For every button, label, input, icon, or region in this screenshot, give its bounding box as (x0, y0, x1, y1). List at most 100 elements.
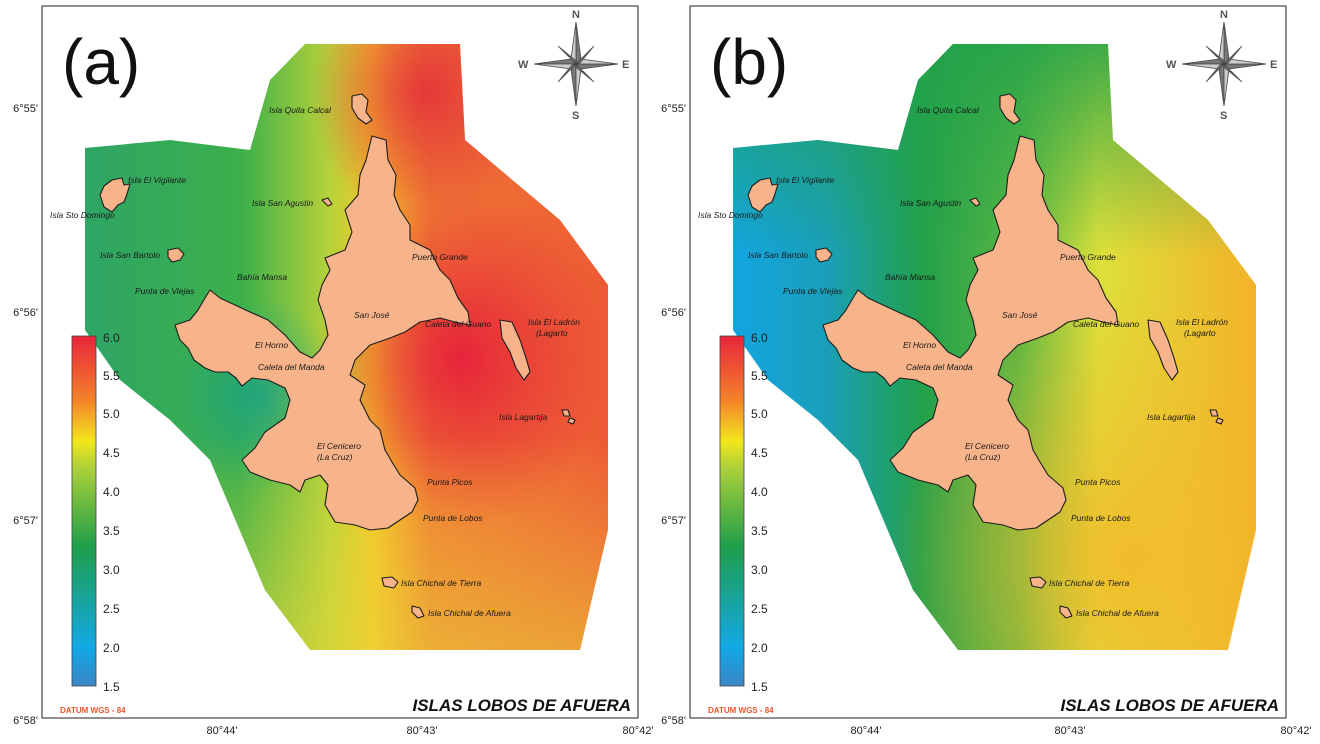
legend-tick: 4.5 (751, 446, 768, 460)
compass-e: E (1270, 59, 1277, 71)
color-legend: 6.0 5.5 5.0 4.5 4.0 3.5 3.0 2.5 2.0 1.5 (719, 331, 768, 694)
legend-tick: 3.0 (751, 563, 768, 577)
island-quita-calcal (999, 93, 1021, 125)
legend-tick: 1.5 (103, 680, 120, 694)
place-label: Isla El Ladrón (528, 317, 580, 327)
island-chichal-afuera (411, 605, 425, 619)
island-san-bartolo (815, 247, 833, 263)
lon-label: 80°42' (1281, 725, 1312, 737)
legend-tick: 4.0 (751, 485, 768, 499)
place-label: Punta Picos (427, 477, 473, 487)
lon-axis: 80°44' 80°43' 80°42' (851, 725, 1312, 737)
place-label: Caleta del Manda (906, 362, 973, 372)
island-lagartija (1209, 409, 1224, 425)
datum-label: DATUM WGS - 84 (708, 706, 774, 715)
legend-ticks: 6.0 5.5 5.0 4.5 4.0 3.5 3.0 2.5 2.0 1.5 (751, 331, 768, 694)
place-labels: Isla Quita Calcal Isla El Vigilante Isla… (50, 105, 580, 618)
island-chichal-afuera (1059, 605, 1073, 619)
legend-tick: 3.5 (751, 524, 768, 538)
map-title: ISLAS LOBOS DE AFUERA (413, 696, 632, 715)
panel-frame (41, 5, 639, 719)
lon-label: 80°44' (851, 725, 882, 737)
compass-s: S (1220, 110, 1227, 122)
place-label: Isla San Agustin (252, 198, 313, 208)
panel-a: Isla Quita Calcal Isla El Vigilante Isla… (13, 5, 654, 737)
place-label: Caleta del Manda (258, 362, 325, 372)
lon-label: 80°43' (1055, 725, 1086, 737)
place-label: Isla Sto Domingo (50, 210, 115, 220)
panel-letter: (a) (62, 26, 140, 98)
compass-n: N (572, 9, 580, 21)
place-label: Isla Quita Calcal (269, 105, 332, 115)
island-ladron (499, 319, 531, 381)
compass-rose-icon: N S E W (1166, 9, 1277, 122)
lat-label: 6°56' (13, 307, 38, 319)
island-chichal-tierra (381, 576, 399, 589)
lat-label: 6°57' (661, 515, 686, 527)
place-label: El Cenicero (317, 441, 361, 451)
island-san-agustin (969, 197, 981, 207)
island-vigilante (99, 177, 131, 213)
place-label: San José (354, 310, 390, 320)
legend-tick: 5.0 (751, 407, 768, 421)
place-label: Isla Lagartija (499, 412, 547, 422)
place-label: Isla San Agustin (900, 198, 961, 208)
place-label: Punta de Viejas (135, 286, 195, 296)
island-vigilante (747, 177, 779, 213)
place-label: (La Cruz) (317, 452, 353, 462)
panel-frame (689, 5, 1287, 719)
place-label: El Horno (255, 340, 288, 350)
islands (747, 93, 1224, 619)
legend-ticks: 6.0 5.5 5.0 4.5 4.0 3.5 3.0 2.5 2.0 1.5 (103, 331, 120, 694)
lat-label: 6°57' (13, 515, 38, 527)
island-ladron (1147, 319, 1179, 381)
legend-tick: 1.5 (751, 680, 768, 694)
place-label: Isla Chichal de Tierra (401, 578, 482, 588)
place-label: Punta de Lobos (423, 513, 483, 523)
place-label: Bahía Mansa (237, 272, 287, 282)
compass-s: S (572, 110, 579, 122)
place-label: Punta de Viejas (783, 286, 843, 296)
place-label: Isla El Ladrón (1176, 317, 1228, 327)
place-label: Isla Chichal de Afuera (1076, 608, 1159, 618)
place-label: Isla Chichal de Afuera (428, 608, 511, 618)
place-label: Isla San Bartolo (748, 250, 808, 260)
compass-w: W (1166, 59, 1177, 71)
place-label: Isla Lagartija (1147, 412, 1195, 422)
map-title: ISLAS LOBOS DE AFUERA (1061, 696, 1280, 715)
lat-label: 6°58' (13, 715, 38, 727)
lat-label: 6°56' (661, 307, 686, 319)
place-label: (La Cruz) (965, 452, 1001, 462)
legend-tick: 4.0 (103, 485, 120, 499)
place-label: (Lagarto (1184, 328, 1216, 338)
place-label: Caleta del Guano (1073, 319, 1139, 329)
legend-tick: 3.5 (103, 524, 120, 538)
legend-tick: 6.0 (751, 331, 768, 345)
place-label: Punta Picos (1075, 477, 1121, 487)
island-san-agustin (321, 197, 333, 207)
legend-tick: 5.5 (751, 369, 768, 383)
compass-e: E (622, 59, 629, 71)
legend-tick: 5.5 (103, 369, 120, 383)
lat-label: 6°58' (661, 715, 686, 727)
place-label: Isla Quita Calcal (917, 105, 980, 115)
legend-tick: 2.5 (103, 602, 120, 616)
place-label: Isla Chichal de Tierra (1049, 578, 1130, 588)
place-labels: Isla Quita Calcal Isla El Vigilante Isla… (698, 105, 1228, 618)
place-label: Bahía Mansa (885, 272, 935, 282)
legend-tick: 2.0 (103, 641, 120, 655)
lat-label: 6°55' (661, 103, 686, 115)
lon-label: 80°43' (407, 725, 438, 737)
place-label: Puerto Grande (412, 252, 468, 262)
datum-label: DATUM WGS - 84 (60, 706, 126, 715)
lon-axis: 80°44' 80°43' 80°42' (207, 725, 654, 737)
color-legend: 6.0 5.5 5.0 4.5 4.0 3.5 3.0 2.5 2.0 1.5 (71, 331, 120, 694)
lon-label: 80°44' (207, 725, 238, 737)
legend-tick: 3.0 (103, 563, 120, 577)
place-label: El Cenicero (965, 441, 1009, 451)
legend-tick: 5.0 (103, 407, 120, 421)
legend-tick: 2.0 (751, 641, 768, 655)
place-label: Caleta del Guano (425, 319, 491, 329)
island-main (174, 135, 471, 531)
